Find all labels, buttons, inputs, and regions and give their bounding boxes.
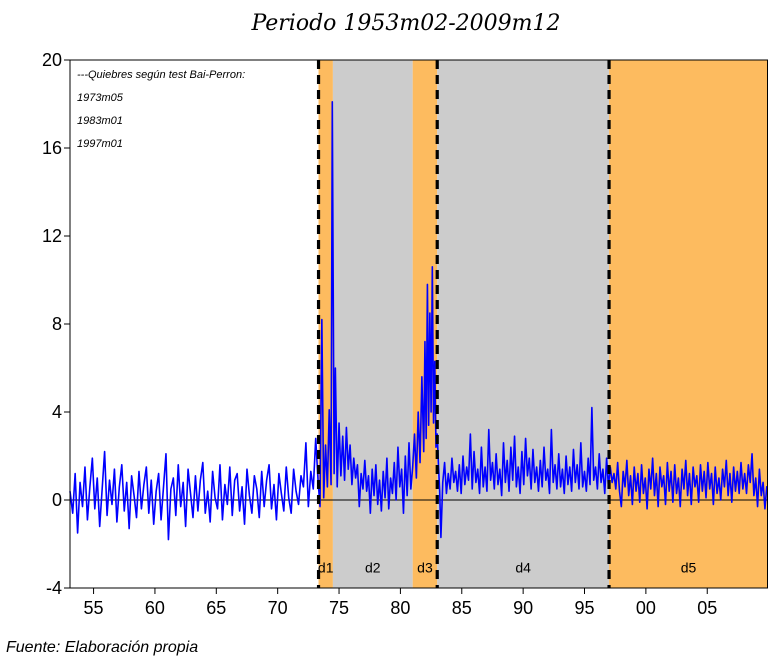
break-lines	[316, 60, 611, 588]
x-tick-label: 55	[84, 598, 104, 618]
legend-break-2: 1983m01	[77, 115, 123, 127]
legend-heading: ---Quiebres según test Bai-Perron:	[77, 69, 245, 81]
x-tick-label: 75	[329, 598, 349, 618]
legend-break-3: 1997m01	[77, 138, 123, 150]
x-tick-label: 95	[574, 598, 594, 618]
region-label-d5: d5	[681, 560, 697, 576]
region-labels: d1 d2 d3 d4 d5	[318, 560, 697, 576]
region-label-d3: d3	[417, 560, 433, 576]
legend-break-1: 1973m05	[77, 92, 124, 104]
y-tick-label: 16	[42, 138, 62, 158]
region-d2	[332, 60, 413, 588]
series-group	[69, 101, 768, 541]
shaded-regions	[318, 60, 768, 588]
x-tick-label: 00	[636, 598, 656, 618]
x-tick-label: 05	[697, 598, 717, 618]
source-note: Fuente: Elaboración propia	[6, 639, 198, 656]
x-tick-label: 70	[268, 598, 288, 618]
region-label-d2: d2	[365, 560, 381, 576]
region-d1	[318, 60, 333, 588]
x-tick-label: 60	[145, 598, 165, 618]
y-axis: -4 0 4 8 12 16 20	[42, 50, 70, 598]
chart-title: Periodo 1953m02-2009m12	[250, 11, 560, 36]
region-label-d4: d4	[515, 560, 531, 576]
x-tick-label: 65	[206, 598, 226, 618]
region-label-d1: d1	[318, 560, 334, 576]
series-line-0	[69, 101, 768, 541]
y-tick-label: 0	[52, 490, 62, 510]
y-tick-label: 12	[42, 226, 62, 246]
region-d5	[609, 60, 768, 588]
x-tick-label: 90	[513, 598, 533, 618]
y-tick-label: 20	[42, 50, 62, 70]
y-tick-label: -4	[46, 578, 62, 598]
y-tick-label: 8	[52, 314, 62, 334]
x-tick-label: 80	[390, 598, 410, 618]
region-d4	[437, 60, 610, 588]
x-axis: 55 60 65 70 75 80 85 90 95 00 05	[84, 588, 717, 618]
y-tick-label: 4	[52, 402, 62, 422]
legend: ---Quiebres según test Bai-Perron: 1973m…	[77, 69, 245, 150]
x-tick-label: 85	[452, 598, 472, 618]
